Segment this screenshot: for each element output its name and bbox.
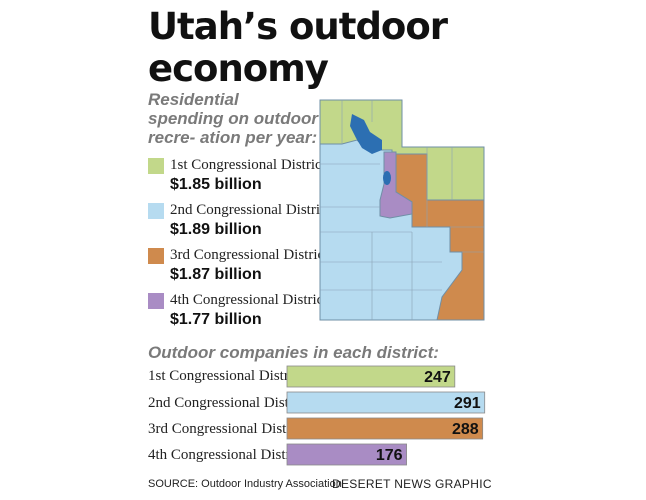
map-utah-lake	[383, 171, 391, 185]
bar-4	[286, 443, 407, 466]
bar-value-label: 176	[376, 447, 403, 464]
legend-swatch	[148, 293, 164, 309]
legend-value: $1.89 billion	[170, 221, 262, 238]
graphic-credit: DESERET NEWS GRAPHIC	[332, 477, 492, 491]
map-district-4	[379, 151, 413, 219]
legend-swatch	[148, 203, 164, 219]
bar-value-label: 247	[424, 369, 451, 386]
utah-district-map	[319, 99, 485, 321]
bar-category-label: 4th Congressional District:	[148, 447, 310, 463]
bar-category-label: 3rd Congressional District:	[148, 421, 311, 437]
bar-chart-heading: Outdoor companies in each district:	[148, 343, 439, 362]
chart-title: Utah’s outdoor economy	[148, 5, 448, 90]
legend-item-district-4: 4th Congressional District: $1.77 billio…	[148, 291, 332, 331]
map-great-salt-lake	[350, 114, 382, 154]
legend-label: 1st Congressional District:	[170, 157, 330, 173]
legend-value: $1.77 billion	[170, 311, 262, 328]
legend-value: $1.87 billion	[170, 266, 262, 283]
bar-2	[286, 391, 486, 414]
legend-label: 3rd Congressional District:	[170, 247, 333, 263]
chart-subtitle: Residential spending on outdoor recre- a…	[148, 90, 318, 147]
legend-value: $1.85 billion	[170, 176, 262, 193]
legend-label: 2nd Congressional District:	[170, 202, 335, 218]
bar-category-label: 2nd Congressional District:	[148, 395, 313, 411]
legend-label: 4th Congressional District:	[170, 292, 332, 308]
legend-swatch	[148, 158, 164, 174]
legend-item-district-2: 2nd Congressional District: $1.89 billio…	[148, 201, 335, 241]
bar-value-label: 288	[452, 421, 479, 438]
map-county-lines	[320, 100, 484, 320]
legend-item-district-3: 3rd Congressional District: $1.87 billio…	[148, 246, 332, 286]
bar-category-label: 1st Congressional District:	[148, 368, 308, 384]
legend-swatch	[148, 248, 164, 264]
bar-3	[286, 417, 484, 440]
bar-value-label: 291	[454, 395, 481, 412]
bar-1	[286, 365, 456, 388]
source-note: SOURCE: Outdoor Industry Association	[148, 478, 342, 490]
legend-item-district-1: 1st Congressional District: $1.85 billio…	[148, 156, 330, 196]
